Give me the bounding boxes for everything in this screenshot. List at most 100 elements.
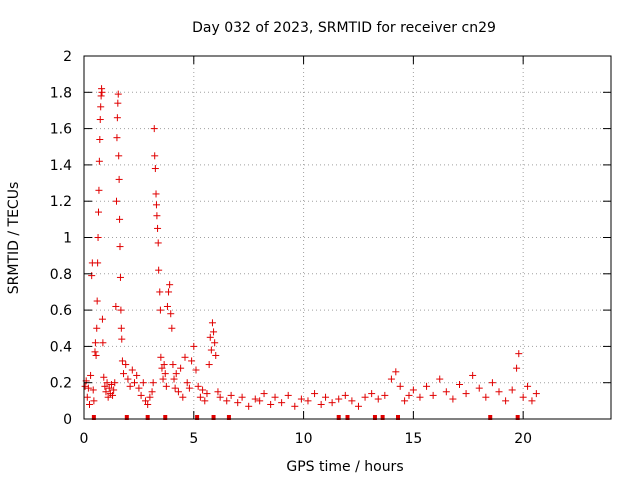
data-point: [131, 379, 139, 387]
data-point: [291, 402, 299, 410]
data-point: [482, 393, 490, 401]
data-point: [111, 379, 119, 387]
data-point: [109, 391, 117, 399]
data-point: [183, 379, 191, 387]
data-point: [117, 306, 125, 314]
data-point: [214, 388, 222, 396]
data-point: [297, 395, 305, 403]
data-point: [216, 393, 224, 401]
data-point: [94, 234, 102, 241]
x-tick-label: 15: [404, 431, 422, 447]
data-point: [97, 103, 105, 111]
y-tick-label: 2: [63, 49, 72, 65]
data-point: [115, 175, 123, 183]
gap-marker: [124, 415, 129, 420]
data-point: [284, 391, 292, 399]
data-point: [462, 390, 470, 398]
data-point: [151, 165, 159, 173]
data-point: [96, 135, 104, 143]
data-point: [97, 92, 105, 100]
data-point: [256, 397, 264, 405]
data-point: [116, 215, 124, 223]
data-point: [488, 379, 496, 387]
data-point: [100, 373, 108, 381]
data-point: [112, 197, 120, 205]
data-point: [93, 297, 101, 305]
data-point: [271, 393, 279, 401]
data-point: [188, 357, 196, 365]
data-point: [396, 382, 404, 390]
data-point: [95, 186, 103, 194]
data-point: [115, 152, 123, 160]
data-point: [96, 116, 104, 124]
data-point: [267, 400, 275, 408]
data-point: [304, 397, 312, 405]
data-point: [341, 391, 349, 399]
x-tick-label: 20: [514, 431, 532, 447]
data-point: [519, 393, 527, 401]
data-point: [126, 382, 134, 390]
data-point: [196, 393, 204, 401]
data-point: [317, 400, 325, 408]
y-tick-label: 0: [63, 412, 72, 428]
data-point: [203, 390, 211, 398]
gap-marker: [195, 415, 200, 420]
data-point: [206, 333, 214, 341]
data-point: [469, 371, 477, 379]
data-point: [94, 208, 102, 216]
data-points: [81, 85, 540, 410]
data-point: [211, 339, 219, 347]
data-point: [207, 346, 215, 354]
data-point: [513, 364, 521, 372]
gap-marker: [515, 415, 520, 420]
data-point: [118, 335, 126, 343]
data-point: [144, 400, 152, 408]
data-point: [84, 384, 92, 392]
data-point: [260, 390, 268, 398]
data-point: [137, 391, 145, 399]
data-point: [179, 393, 187, 401]
data-point: [508, 386, 516, 394]
data-point: [156, 306, 164, 314]
gap-marker: [372, 415, 377, 420]
gap-marker: [336, 415, 341, 420]
data-point: [442, 388, 450, 396]
gap-marker: [396, 415, 401, 420]
data-point: [110, 386, 118, 394]
data-point: [139, 379, 147, 387]
data-point: [105, 384, 113, 392]
data-point: [88, 272, 96, 280]
data-point: [515, 350, 523, 358]
data-point: [311, 390, 319, 398]
data-point: [103, 379, 111, 387]
data-point: [174, 388, 182, 396]
data-point: [190, 342, 198, 350]
data-point: [149, 379, 157, 387]
y-tick-label: 1.6: [50, 122, 72, 138]
data-point: [160, 361, 168, 369]
data-point: [205, 361, 213, 369]
data-point: [81, 382, 89, 390]
data-point: [116, 273, 124, 281]
data-point: [167, 310, 175, 318]
data-point: [104, 393, 112, 401]
data-point: [210, 328, 218, 336]
data-point: [165, 288, 173, 296]
gap-marker: [380, 415, 385, 420]
data-point: [152, 201, 160, 209]
data-point: [113, 114, 121, 122]
data-point: [251, 395, 259, 403]
data-point: [135, 384, 143, 392]
data-point: [90, 397, 98, 405]
data-point: [118, 357, 126, 365]
data-point: [146, 393, 154, 401]
data-point: [133, 371, 141, 379]
data-point: [194, 382, 202, 390]
data-point: [141, 397, 149, 405]
gap-marker: [163, 415, 168, 420]
data-point: [158, 364, 166, 372]
data-point: [159, 375, 167, 383]
y-axis-label: SRMTID / TECUs: [6, 182, 22, 295]
data-point: [166, 281, 174, 289]
